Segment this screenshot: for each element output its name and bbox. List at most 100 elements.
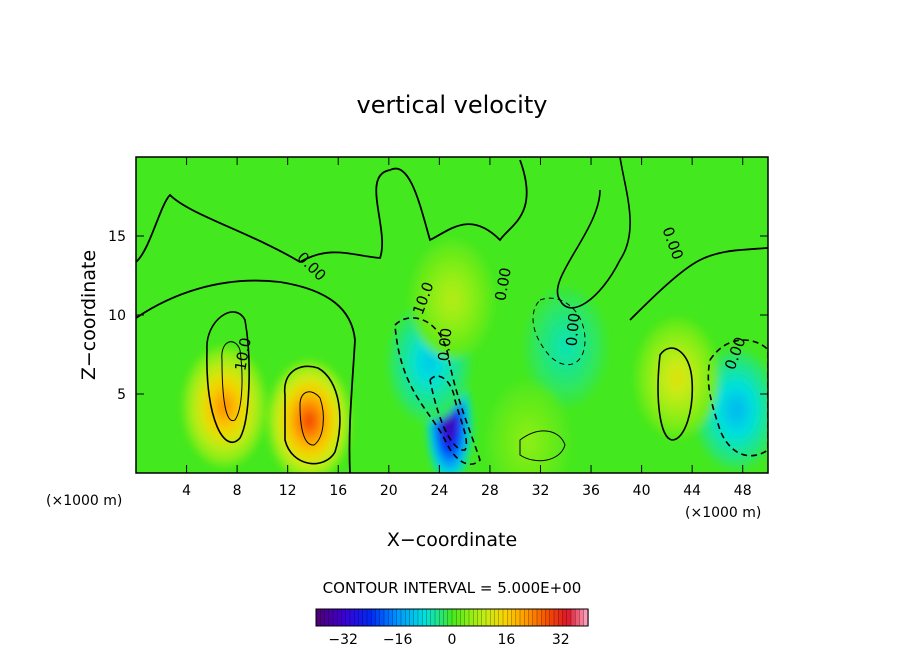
colorbar-cell [515,608,521,627]
colorbar-cell [349,608,355,627]
contour-label: 10.0 [231,336,255,372]
colorbar-cell [524,608,530,627]
colorbar-cell [532,608,538,627]
y-axis-label: Z−coordinate [78,250,100,380]
colorbar-cell [464,608,470,627]
x-tick-label: 12 [279,483,297,499]
x-axis-unit-label: (×1000 m) [685,505,761,521]
colorbar-cell [341,608,347,627]
colorbar-cell [358,608,364,627]
colorbar-cell [332,608,338,627]
contour-line [284,365,341,465]
colorbar-cell [460,608,466,627]
x-tick-label: 36 [582,483,600,499]
colorbar-cell [422,608,428,627]
colorbar-tick-label: 0 [448,632,457,648]
contour-line [707,339,768,457]
y-tick-label: 5 [117,387,126,403]
colorbar: −32 −16 0 16 32 [315,608,589,648]
colorbar-cell [362,608,368,627]
colorbar-cell [426,608,432,627]
colorbar-cell [375,608,381,627]
colorbar-cell [485,608,491,627]
colorbar-cell [545,608,551,627]
colorbar-cell [447,608,453,627]
chart-title: vertical velocity [357,91,548,119]
x-tick-label: 16 [329,483,347,499]
updraft-cell [268,361,351,473]
contour-interval-label: CONTOUR INTERVAL = 5.000E+00 [323,579,582,597]
x-tick-label: 32 [532,483,550,499]
colorbar-cell [519,608,525,627]
colorbar-cell [337,608,343,627]
colorbar-cell [562,608,568,627]
colorbar-cell [392,608,398,627]
updraft-cell [635,319,719,438]
x-tick-label: 4 [182,483,191,499]
colorbar-cell [541,608,547,627]
colorbar-cell [324,608,330,627]
colorbar-cell [345,608,351,627]
contour-line [657,347,694,441]
updraft-cell [410,240,494,359]
colorbar-cell [396,608,402,627]
colorbar-cell [579,608,585,627]
colorbar-cell [473,608,479,627]
colorbar-cell [558,608,564,627]
colorbar-cell [494,608,500,627]
colorbar-cell [371,608,377,627]
colorbar-cell [481,608,487,627]
colorbar-cell [409,608,415,627]
colorbar-cell [383,608,389,627]
colorbar-cell [477,608,483,627]
x-axis: 4 8 12 16 20 24 28 32 36 40 44 48 [182,157,752,499]
x-axis-label: X−coordinate [387,529,517,551]
contour-label: 0.00 [563,312,584,347]
colorbar-cell [417,608,423,627]
colorbar-cell [549,608,555,627]
updraft-cell [486,382,569,473]
colorbar-cell [354,608,360,627]
colorbar-tick-label: 16 [497,632,515,648]
colorbar-cell [528,608,534,627]
contour-line [394,317,481,465]
contour-line [556,157,631,309]
colorbar-cell [405,608,411,627]
colorbar-cell [400,608,406,627]
x-tick-label: 28 [481,483,499,499]
colorbar-cell [320,608,326,627]
contour-line [629,247,768,321]
colorbar-tick-label: 32 [552,632,570,648]
colorbar-cell [430,608,436,627]
x-tick-label: 20 [380,483,398,499]
y-axis: 5 10 15 [108,229,768,403]
x-tick-label: 24 [430,483,448,499]
colorbar-cell [379,608,385,627]
colorbar-cell [328,608,334,627]
colorbar-cell [439,608,445,627]
colorbar-cell [575,608,581,627]
colorbar-cell [498,608,504,627]
colorbar-cell [502,608,508,627]
colorbar-cell [451,608,457,627]
colorbar-frame [315,608,589,627]
colorbar-tick-label: −32 [328,632,358,648]
colorbar-cell [388,608,394,627]
colorbar-cell [536,608,542,627]
x-tick-label: 8 [233,483,242,499]
contour-line [519,430,566,462]
colorbar-cell [507,608,513,627]
contour-line [206,311,250,444]
contour-line [136,279,356,473]
contour-line [299,391,324,446]
contour-label: 0.00 [491,266,515,302]
contour-line [221,341,243,422]
colorbar-cell [315,608,321,627]
contour-line [429,375,468,451]
y-axis-unit-label: (×1000 m) [46,493,122,509]
colorbar-cell [366,608,372,627]
downdraft-cell [524,287,607,406]
colorbar-cell [468,608,474,627]
